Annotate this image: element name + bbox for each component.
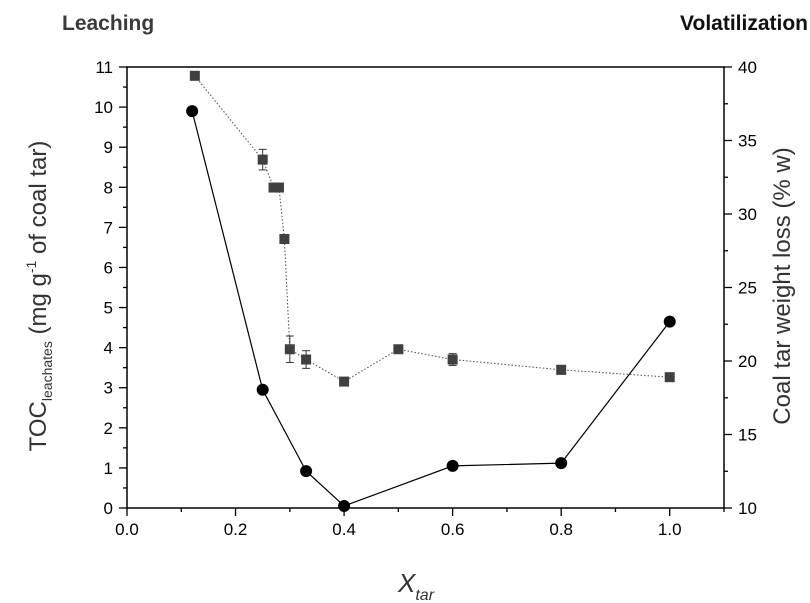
- weight-loss-point: [284, 344, 295, 355]
- y-right-tick-label: 30: [738, 205, 757, 224]
- y-right-tick-label: 10: [738, 499, 757, 518]
- toc-point: [256, 383, 269, 396]
- series-marks: [186, 70, 676, 512]
- y-right-tick-label: 40: [738, 58, 757, 77]
- x-axis-title: Xtar: [397, 568, 435, 603]
- series-lines: [191, 75, 671, 507]
- y-left-tick-label: 10: [94, 98, 113, 117]
- leaching-label: Leaching: [62, 12, 155, 35]
- y-left-tick-label: 8: [104, 178, 113, 197]
- weight-loss-point: [273, 182, 284, 193]
- weight-loss-point: [189, 70, 200, 81]
- weight-loss-point: [447, 354, 458, 365]
- y-left-tick-label: 9: [104, 138, 113, 157]
- y-left-tick-label: 1: [104, 459, 113, 478]
- weight-loss-line: [194, 75, 670, 383]
- x-tick-label: 1.0: [658, 520, 682, 539]
- x-tick-label: 0.2: [224, 520, 248, 539]
- x-tick-label: 0.8: [549, 520, 573, 539]
- y-right-tick-label: 15: [738, 426, 757, 445]
- y-left-tick-label: 7: [104, 218, 113, 237]
- weight-loss-point: [301, 354, 312, 365]
- weight-loss-point: [664, 372, 675, 383]
- weight-loss-point: [279, 233, 290, 244]
- y-right-tick-label: 25: [738, 279, 757, 298]
- weight-loss-point: [339, 376, 350, 387]
- weight-loss-point: [556, 364, 567, 375]
- y-left-tick-label: 0: [104, 499, 113, 518]
- y-left-tick-label: 4: [104, 339, 113, 358]
- weight-loss-point: [268, 182, 279, 193]
- x-tick-label: 0.6: [441, 520, 465, 539]
- toc-point: [186, 105, 199, 118]
- toc-point: [338, 499, 351, 512]
- y-left-tick-label: 2: [104, 419, 113, 438]
- x-tick-label: 0.0: [115, 520, 139, 539]
- x-tick-label: 0.4: [332, 520, 356, 539]
- y-right-tick-label: 20: [738, 352, 757, 371]
- weight-loss-point: [257, 154, 268, 165]
- y-right-tick-label: 35: [738, 132, 757, 151]
- y-left-tick-label: 3: [104, 379, 113, 398]
- toc-point: [555, 457, 568, 470]
- toc-point: [446, 459, 459, 472]
- y-left-tick-label: 5: [104, 299, 113, 318]
- toc-point: [300, 465, 313, 478]
- y-left-tick-label: 6: [104, 258, 113, 277]
- axes: [119, 66, 732, 516]
- weight-loss-point: [393, 344, 404, 355]
- tick-labels: 0.0 0.2 0.4 0.6 0.8 1.0 0 1 2 3 4 5 6 7 8 9 10 11 10 15 20 25…: [94, 58, 757, 539]
- volatilization-label: Volatilization: [680, 12, 808, 35]
- toc-point: [663, 315, 676, 328]
- plot-frame: [126, 66, 725, 509]
- y-right-axis-title: Coal tar weight loss (% w): [769, 147, 796, 424]
- y-left-tick-label: 11: [95, 58, 113, 77]
- y-left-axis-title: TOCleachates (mg g-1 of coal tar): [23, 141, 55, 452]
